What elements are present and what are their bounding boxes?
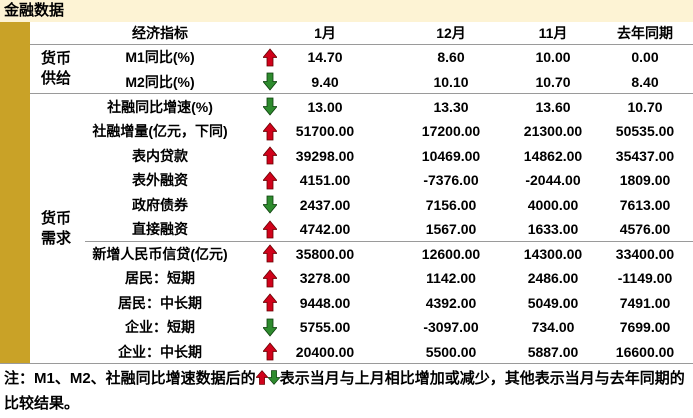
- cell-value: 14300.00: [523, 245, 583, 262]
- cell-value: 17200.00: [421, 123, 481, 139]
- row-label: 表外融资: [132, 172, 188, 188]
- cell-value: 21300.00: [523, 123, 583, 139]
- cell-value: 0.00: [631, 49, 659, 65]
- column-header: 11月: [538, 25, 568, 41]
- cell-value: 20400.00: [295, 343, 355, 360]
- title-bar: [0, 0, 693, 22]
- cell-value: 35437.00: [615, 147, 675, 164]
- cell-value: 12600.00: [421, 245, 481, 262]
- cell-value: 8.40: [631, 73, 659, 90]
- cell-value: 5755.00: [299, 319, 351, 335]
- cell-value: 51700.00: [295, 123, 355, 139]
- group-line: [30, 92, 693, 94]
- up-arrow: [263, 293, 277, 312]
- row-label: 居民：短期: [125, 270, 195, 286]
- down-arrow: [263, 318, 277, 337]
- up-arrow: [263, 219, 277, 238]
- cell-value: 4742.00: [299, 221, 351, 237]
- footnote-text: 注：M1、M2、社融同比增速数据后的: [4, 370, 256, 387]
- up-arrow: [263, 244, 277, 263]
- footnote: 注：M1、M2、社融同比增速数据后的 表示当月与上月相比增加或减少，其他表示当月与…: [4, 366, 688, 416]
- up-arrow: [263, 47, 277, 66]
- cell-value: 2437.00: [299, 196, 351, 213]
- cell-value: 7699.00: [619, 319, 671, 335]
- cell-value: 4576.00: [619, 221, 671, 237]
- cell-value: 13.30: [433, 98, 469, 115]
- row-label: 表内贷款: [132, 147, 188, 164]
- row-label: 企业：中长期: [118, 343, 202, 360]
- cell-value: 5500.00: [425, 343, 477, 360]
- cell-value: 10.00: [535, 49, 571, 65]
- cell-value: 14862.00: [523, 147, 583, 164]
- side-band: [0, 22, 30, 363]
- up-arrow: [263, 121, 277, 140]
- cell-value: 1142.00: [426, 270, 476, 286]
- title: 金融数据: [4, 2, 65, 19]
- row-label: M2同比(%): [125, 73, 195, 90]
- cell-value: 13.00: [307, 98, 343, 115]
- row-label: 新增人民币信贷(亿元): [92, 245, 228, 262]
- cell-value: 9448.00: [299, 294, 351, 311]
- row-label: 政府债券: [132, 196, 188, 213]
- down-arrow: [263, 195, 277, 214]
- cell-value: 1809.00: [619, 172, 671, 188]
- cell-value: 8.60: [437, 49, 465, 65]
- header-line: [30, 44, 693, 45]
- cell-value: 1567.00: [425, 221, 477, 237]
- cell-value: 4392.00: [425, 294, 477, 311]
- column-header: 12月: [436, 25, 466, 41]
- cell-value: -1149.00: [617, 270, 673, 286]
- row-label: 企业：短期: [125, 319, 195, 335]
- cell-value: 7156.00: [425, 196, 477, 213]
- up-arrow: [263, 268, 277, 287]
- down-arrow: [263, 97, 277, 116]
- cell-value: 4151.00: [299, 172, 351, 188]
- up-arrow: [263, 146, 277, 165]
- column-header: 去年同期: [617, 25, 673, 41]
- up-arrow-icon: [254, 370, 269, 385]
- cell-value: 39298.00: [295, 147, 355, 164]
- cell-value: 16600.00: [615, 343, 675, 360]
- table-bottom-line: [0, 363, 693, 364]
- cell-value: 10.70: [535, 73, 571, 90]
- cell-value: 734.00: [531, 319, 575, 335]
- row-label: M1同比(%): [125, 49, 195, 65]
- cell-value: 5887.00: [527, 343, 579, 360]
- row-label: 社融增量(亿元，下同): [92, 123, 228, 139]
- cell-value: 4000.00: [527, 196, 579, 213]
- down-arrow-icon: [266, 370, 281, 385]
- row-label: 直接融资: [132, 221, 188, 237]
- cell-value: 10469.00: [421, 147, 481, 164]
- cell-value: 13.60: [535, 98, 571, 115]
- section-line: [85, 241, 693, 243]
- cell-value: 5049.00: [527, 294, 579, 311]
- cell-value: 10.10: [433, 73, 469, 90]
- cell-value: 35800.00: [295, 245, 355, 262]
- cell-value: -2044.00: [525, 172, 581, 188]
- row-label: 居民：中长期: [118, 294, 202, 311]
- up-arrow: [263, 170, 277, 189]
- group-label: 货币供给: [41, 50, 72, 88]
- cell-value: 7613.00: [619, 196, 671, 213]
- column-header: 1月: [314, 25, 336, 41]
- cell-value: 9.40: [311, 73, 339, 90]
- column-header: 经济指标: [132, 25, 188, 41]
- cell-value: 2486.00: [527, 270, 579, 286]
- footnote-text: 表示当月与上月相比增加或减少，其他表示当月与去年同期的比较结果。: [4, 370, 685, 412]
- cell-value: -7376.00: [423, 172, 479, 188]
- cell-value: 14.70: [307, 49, 343, 65]
- cell-value: 1633.00: [527, 221, 579, 237]
- up-arrow: [263, 342, 277, 361]
- group-label: 货币需求: [41, 210, 72, 247]
- cell-value: 50535.00: [615, 123, 675, 139]
- down-arrow: [263, 72, 277, 91]
- cell-value: -3097.00: [423, 319, 479, 335]
- cell-value: 10.70: [627, 98, 663, 115]
- cell-value: 33400.00: [615, 245, 675, 262]
- cell-value: 7491.00: [619, 294, 671, 311]
- row-label: 社融同比增速(%): [107, 98, 213, 115]
- cell-value: 3278.00: [299, 270, 351, 286]
